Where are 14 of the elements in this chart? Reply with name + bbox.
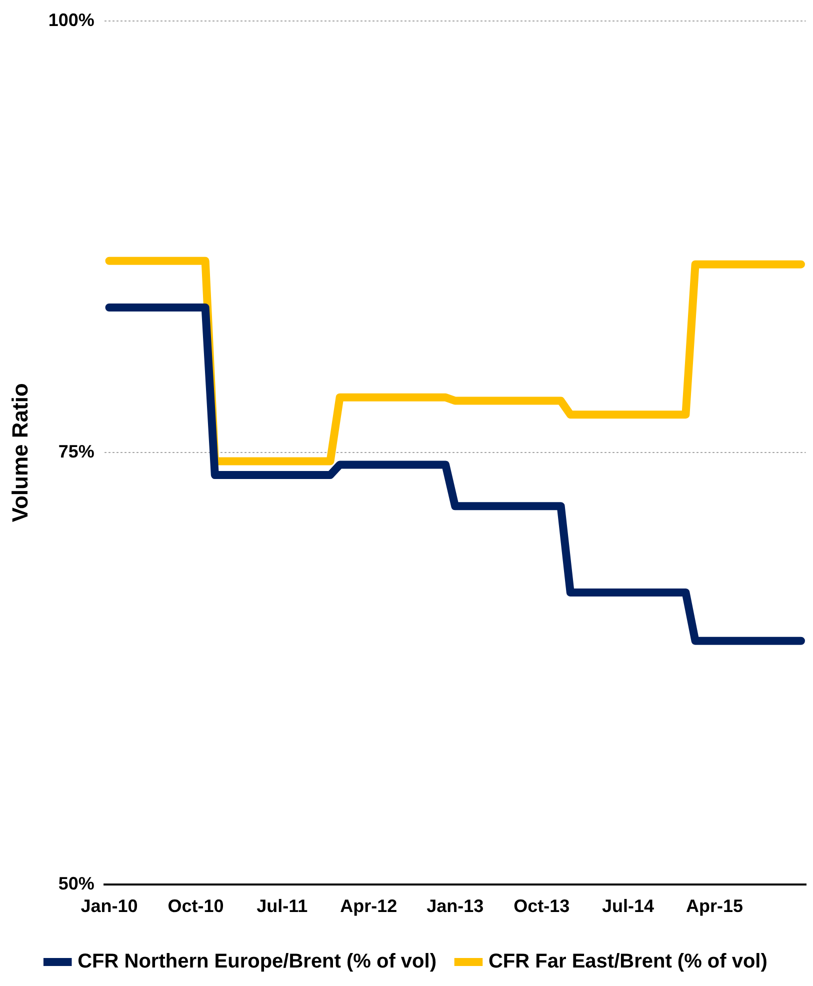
y-tick-label: 75% [58,442,94,462]
x-tick-label: Apr-12 [340,896,398,916]
x-tick-label: Apr-15 [686,896,744,916]
y-tick-label: 50% [58,873,94,894]
x-tick-label: Jan-13 [426,896,484,916]
y-tick-label: 100% [48,10,94,30]
legend-label: CFR Far East/Brent (% of vol) [488,950,768,973]
y-axis-title: Volume Ratio [7,383,32,522]
x-tick-label: Jul-14 [602,896,654,916]
x-tick-label: Oct-10 [168,896,224,916]
x-tick-label: Jul-11 [256,896,308,916]
x-tick-label: Oct-13 [514,896,570,916]
legend-label: CFR Northern Europe/Brent (% of vol) [78,950,436,973]
x-tick-label: Jan-10 [80,896,138,916]
